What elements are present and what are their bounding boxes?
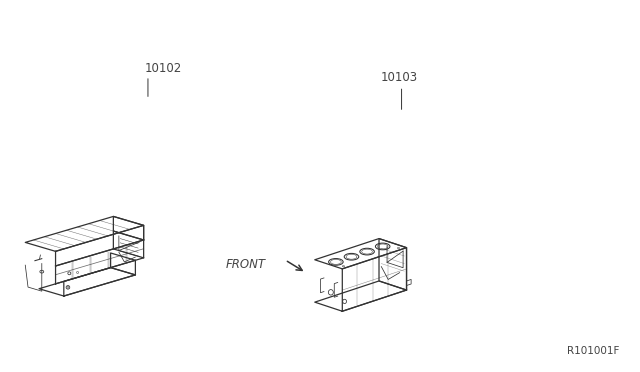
Text: 10102: 10102 xyxy=(145,62,182,75)
Text: R101001F: R101001F xyxy=(567,346,620,356)
Text: 10103: 10103 xyxy=(381,71,418,84)
Text: FRONT: FRONT xyxy=(226,258,266,271)
